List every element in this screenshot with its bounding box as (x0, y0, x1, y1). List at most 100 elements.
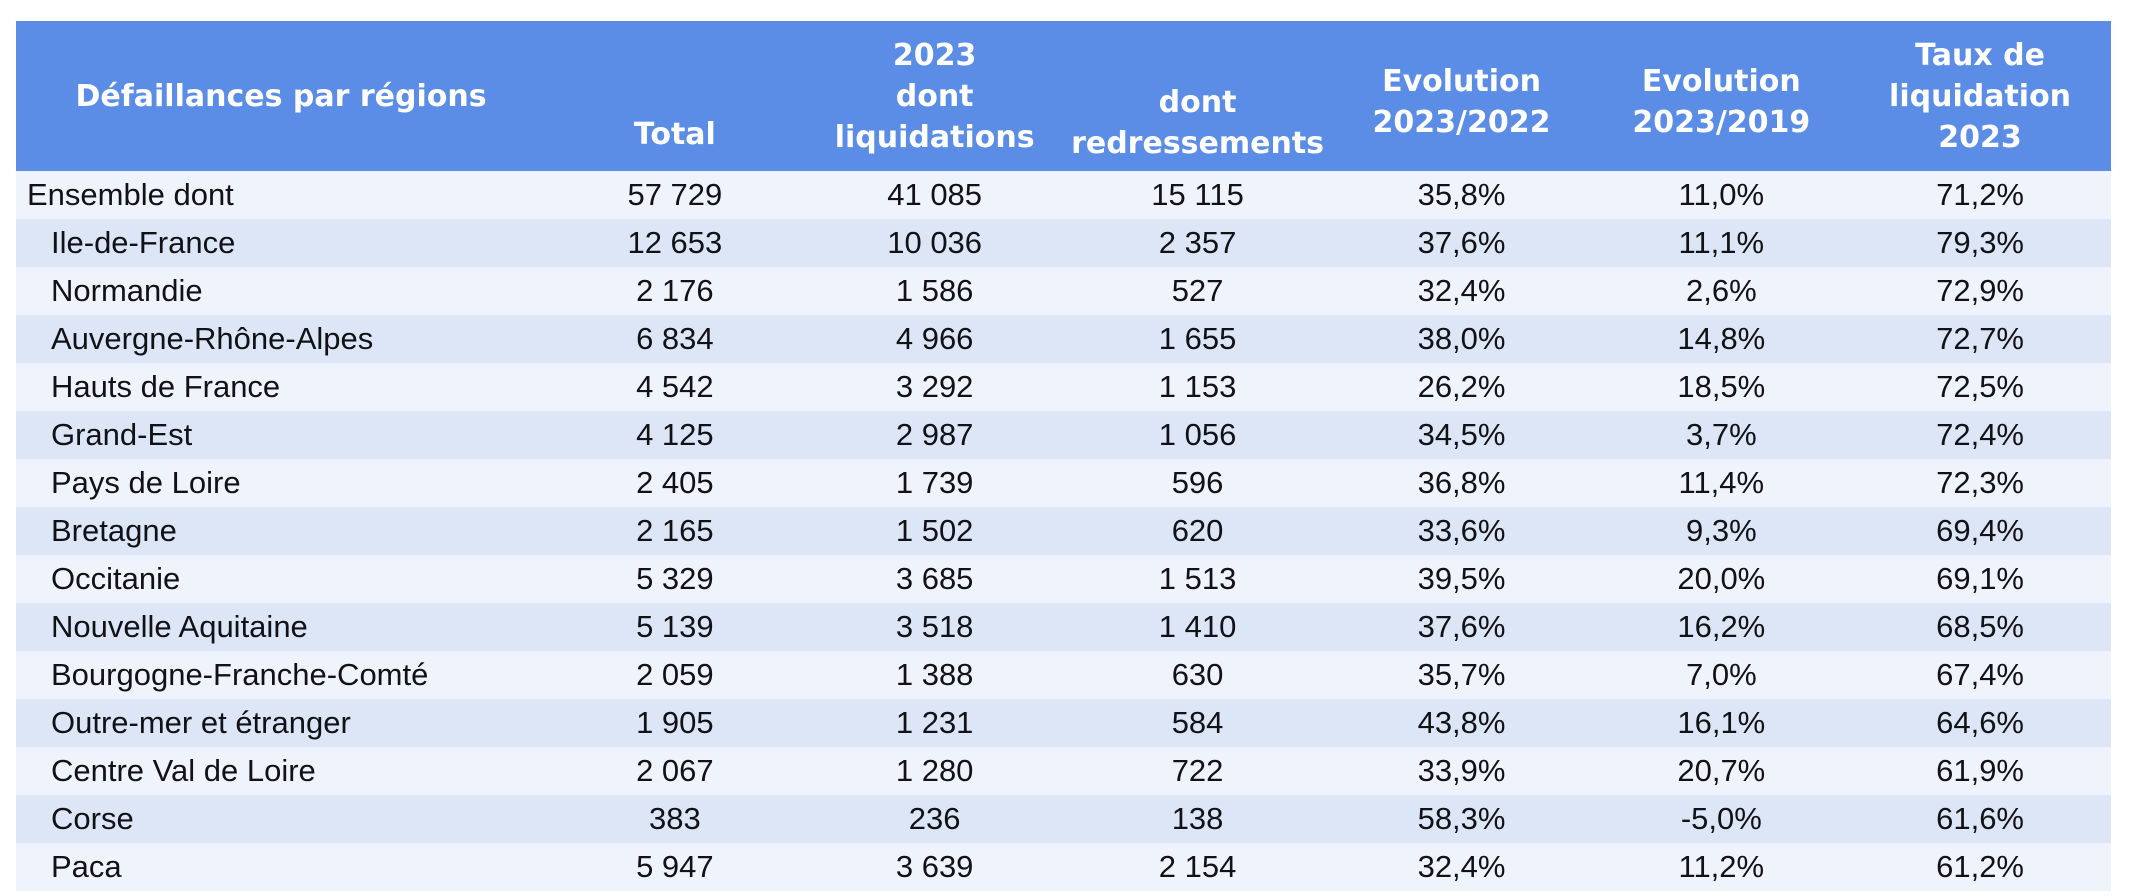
cell-evolution-2023-2022: 37,6% (1417, 225, 1506, 260)
cell-liquidations: 3 685 (895, 561, 974, 596)
cell-evolution-2023-2019: -5,0% (1680, 801, 1762, 836)
cell-evolution-2023-2022: 58,3% (1417, 801, 1506, 836)
cell-evolution-2023-2022: 33,9% (1417, 753, 1506, 788)
cell-liquidations: 4 966 (895, 321, 974, 356)
cell-evolution-2023-2019: 7,0% (1685, 657, 1757, 692)
cell-region: Nouvelle Aquitaine (51, 609, 308, 644)
cell-evolution-2023-2019: 2,6% (1685, 273, 1757, 308)
table-row: Nouvelle Aquitaine 5 139 3 518 1 410 37,… (16, 603, 2111, 651)
cell-region: Outre-mer et étranger (51, 705, 351, 740)
cell-evolution-2023-2022: 32,4% (1417, 849, 1506, 884)
cell-evolution-2023-2019: 18,5% (1677, 369, 1766, 404)
table-row: Paca 5 947 3 639 2 154 32,4% 11,2% 61,2% (16, 843, 2111, 891)
table-row: Corse 383 236 138 58,3% -5,0% 61,6% (16, 795, 2111, 843)
cell-total: 1 905 (636, 705, 714, 740)
table-row: Bourgogne-Franche-Comté 2 059 1 388 630 … (16, 651, 2111, 699)
cell-taux-liquidation: 72,7% (1936, 321, 2024, 356)
table-row: Normandie 2 176 1 586 527 32,4% 2,6% 72,… (16, 267, 2111, 315)
cell-liquidations: 3 639 (895, 849, 974, 884)
cell-redressements: 620 (1171, 513, 1224, 548)
cell-total: 4 542 (636, 369, 714, 404)
defaillances-page: Défaillances par régions Total 2023 dont… (16, 21, 2111, 891)
cell-redressements: 722 (1171, 753, 1224, 788)
cell-total: 6 834 (636, 321, 714, 356)
cell-evolution-2023-2022: 35,8% (1417, 177, 1506, 212)
cell-region: Bretagne (51, 513, 177, 548)
cell-evolution-2023-2019: 11,4% (1678, 465, 1765, 500)
cell-redressements: 584 (1171, 705, 1224, 740)
cell-liquidations: 1 280 (895, 753, 974, 788)
cell-region: Corse (51, 801, 134, 836)
cell-taux-liquidation: 68,5% (1936, 609, 2024, 644)
col-header-regions: Défaillances par régions (16, 21, 547, 171)
col-header-taux-liquidation: Taux de liquidation 2023 (1849, 21, 2111, 171)
cell-evolution-2023-2022: 33,6% (1417, 513, 1506, 548)
table-body: Ensemble dont 57 729 41 085 15 115 35,8%… (16, 171, 2111, 891)
cell-evolution-2023-2019: 11,2% (1678, 849, 1765, 884)
cell-region: Paca (51, 849, 122, 884)
cell-evolution-2023-2022: 26,2% (1417, 369, 1506, 404)
cell-liquidations: 10 036 (887, 225, 983, 260)
cell-evolution-2023-2019: 11,0% (1678, 177, 1765, 212)
col-header-evolution-2023-2022: Evolution 2023/2022 (1329, 21, 1594, 171)
cell-total: 2 165 (636, 513, 714, 548)
cell-total: 383 (649, 801, 701, 836)
cell-region: Normandie (51, 273, 203, 308)
cell-redressements: 1 410 (1158, 609, 1237, 644)
cell-redressements: 527 (1171, 273, 1224, 308)
cell-evolution-2023-2022: 36,8% (1417, 465, 1506, 500)
cell-taux-liquidation: 72,4% (1936, 417, 2024, 452)
table-row: Outre-mer et étranger 1 905 1 231 584 43… (16, 699, 2111, 747)
cell-evolution-2023-2022: 43,8% (1417, 705, 1506, 740)
cell-liquidations: 1 502 (895, 513, 974, 548)
cell-region: Ile-de-France (51, 225, 236, 260)
cell-region: Occitanie (51, 561, 181, 596)
cell-region: Grand-Est (51, 417, 193, 452)
cell-evolution-2023-2022: 34,5% (1417, 417, 1506, 452)
table-row: Ensemble dont 57 729 41 085 15 115 35,8%… (16, 171, 2111, 219)
col-header-total: Total (546, 21, 804, 171)
table-row: Pays de Loire 2 405 1 739 596 36,8% 11,4… (16, 459, 2111, 507)
cell-region: Ensemble dont (27, 177, 234, 212)
cell-total: 4 125 (636, 417, 714, 452)
table-row: Bretagne 2 165 1 502 620 33,6% 9,3% 69,4… (16, 507, 2111, 555)
cell-evolution-2023-2019: 14,8% (1677, 321, 1766, 356)
cell-liquidations: 1 231 (895, 705, 974, 740)
cell-taux-liquidation: 79,3% (1936, 225, 2024, 260)
cell-region: Hauts de France (51, 369, 281, 404)
cell-liquidations: 236 (908, 801, 961, 836)
cell-taux-liquidation: 64,6% (1936, 705, 2024, 740)
cell-redressements: 1 513 (1158, 561, 1237, 596)
cell-redressements: 2 357 (1158, 225, 1237, 260)
cell-liquidations: 41 085 (887, 177, 983, 212)
defaillances-table: Défaillances par régions Total 2023 dont… (16, 21, 2111, 891)
cell-liquidations: 1 586 (895, 273, 974, 308)
cell-taux-liquidation: 72,3% (1936, 465, 2024, 500)
table-row: Ile-de-France 12 653 10 036 2 357 37,6% … (16, 219, 2111, 267)
table-row: Centre Val de Loire 2 067 1 280 722 33,9… (16, 747, 2111, 795)
cell-taux-liquidation: 72,9% (1936, 273, 2024, 308)
table-row: Hauts de France 4 542 3 292 1 153 26,2% … (16, 363, 2111, 411)
cell-total: 5 139 (636, 609, 714, 644)
cell-total: 12 653 (627, 225, 723, 260)
cell-liquidations: 1 739 (895, 465, 974, 500)
cell-taux-liquidation: 72,5% (1936, 369, 2024, 404)
cell-redressements: 2 154 (1158, 849, 1237, 884)
cell-evolution-2023-2019: 16,1% (1677, 705, 1766, 740)
cell-total: 2 067 (636, 753, 714, 788)
cell-taux-liquidation: 67,4% (1936, 657, 2024, 692)
col-header-liquidations: 2023 dont liquidations (803, 21, 1066, 171)
cell-liquidations: 3 518 (895, 609, 974, 644)
cell-redressements: 15 115 (1151, 177, 1244, 212)
cell-evolution-2023-2019: 20,0% (1677, 561, 1766, 596)
cell-evolution-2023-2019: 11,1% (1678, 225, 1765, 260)
cell-redressements: 138 (1171, 801, 1224, 836)
cell-total: 5 329 (636, 561, 714, 596)
cell-redressements: 1 655 (1158, 321, 1237, 356)
cell-evolution-2023-2022: 39,5% (1417, 561, 1506, 596)
table-row: Occitanie 5 329 3 685 1 513 39,5% 20,0% … (16, 555, 2111, 603)
table-header: Défaillances par régions Total 2023 dont… (16, 21, 2111, 171)
cell-redressements: 596 (1171, 465, 1224, 500)
cell-total: 2 176 (636, 273, 714, 308)
cell-taux-liquidation: 71,2% (1936, 177, 2024, 212)
